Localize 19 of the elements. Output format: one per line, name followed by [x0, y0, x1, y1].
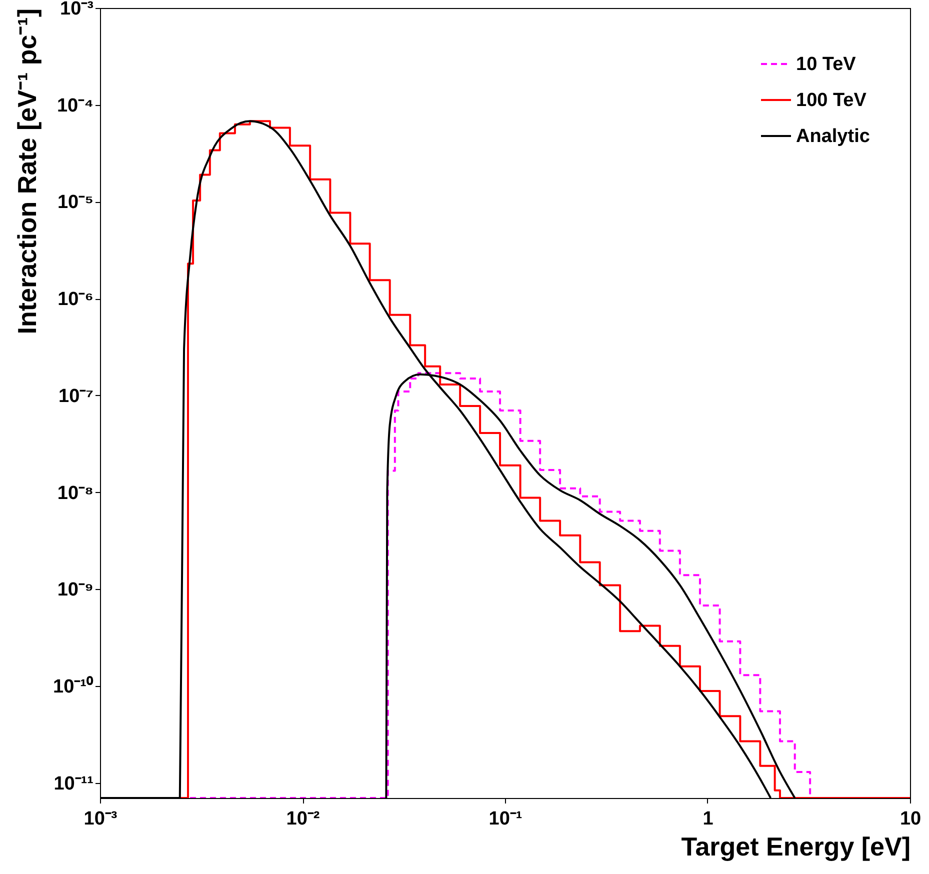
legend-label: 100 TeV	[796, 90, 867, 111]
x-tick-label: 10	[900, 808, 922, 830]
y-tick-label: 10⁻¹¹	[54, 773, 94, 794]
x-axis-title: Target Energy [eV]	[681, 832, 910, 862]
x-tick-label: 10⁻²	[286, 808, 320, 830]
y-tick-label: 10⁻¹⁰	[53, 676, 94, 698]
x-tick-label: 10⁻¹	[488, 808, 522, 830]
y-tick-label: 10⁻⁸	[57, 482, 94, 504]
y-tick-label: 10⁻³	[60, 0, 94, 20]
legend-label: Analytic	[796, 126, 870, 147]
legend-label: 10 TeV	[796, 54, 856, 75]
y-tick-label: 10⁻⁵	[57, 192, 94, 214]
x-tick-label: 1	[702, 808, 714, 830]
x-tick-label: 10⁻³	[84, 808, 118, 830]
y-tick-label: 10⁻⁹	[57, 580, 94, 601]
y-tick-label: 10⁻⁶	[58, 289, 94, 310]
y-tick-label: 10⁻⁷	[58, 386, 94, 407]
y-axis-title: Interaction Rate [eV⁻¹ pc⁻¹]	[12, 8, 42, 334]
y-tick-label: 10⁻⁴	[56, 95, 94, 116]
